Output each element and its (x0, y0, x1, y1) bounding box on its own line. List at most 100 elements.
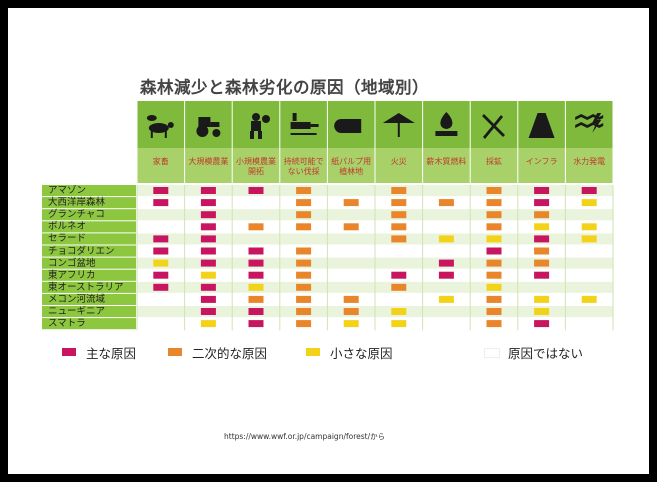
cause-marker-minor (581, 199, 597, 207)
legend-label: 主な原因 (86, 346, 137, 361)
legend-swatch-main (62, 348, 76, 356)
region-label: チョコダリエン (48, 245, 115, 257)
cause-marker-main (200, 295, 216, 303)
cause-marker-main (248, 187, 264, 194)
region-row-bg (42, 281, 136, 293)
region-row-bg (42, 293, 136, 305)
header-label-cell (327, 148, 375, 183)
cause-marker-secondary (296, 320, 312, 328)
region-row-bg (42, 209, 136, 221)
cause-marker-minor (200, 271, 216, 279)
hydropower-icon (575, 113, 604, 133)
legend-swatch-none (484, 348, 500, 358)
legend-label: 原因ではない (508, 346, 584, 361)
cause-marker-main (200, 308, 216, 315)
legend-swatch-secondary (168, 348, 182, 356)
cause-label: インフラ (525, 157, 558, 166)
region-label: 大西洋岸森林 (48, 197, 106, 209)
region-row-bg (42, 221, 136, 233)
cause-label: 家畜 (152, 157, 169, 166)
region-row-bg (42, 197, 136, 209)
cause-marker-secondary (296, 247, 312, 255)
cause-marker-minor (581, 235, 597, 243)
chart-title: 森林減少と森林劣化の原因（地域別） (140, 78, 429, 97)
region-row-bg (42, 269, 136, 281)
region-row-bg (42, 306, 136, 318)
mining-icon (482, 114, 505, 139)
cause-marker-main (248, 308, 264, 315)
cause-marker-secondary (343, 199, 359, 207)
region-label: 東オーストラリア (48, 281, 124, 293)
cause-marker-main (534, 199, 550, 207)
fire-tree-icon (382, 113, 415, 137)
header-label-cell (232, 148, 280, 183)
cause-marker-main (153, 283, 169, 291)
cause-marker-main (534, 320, 550, 328)
cause-marker-main (200, 187, 216, 194)
header-label-cell (375, 148, 423, 183)
cause-marker-secondary (486, 187, 502, 194)
cause-marker-secondary (248, 295, 264, 303)
cause-marker-secondary (391, 199, 407, 207)
cause-marker-secondary (391, 211, 407, 219)
cause-marker-main (153, 247, 169, 255)
cause-label: 採鉱 (485, 157, 502, 166)
cause-marker-main (200, 211, 216, 219)
source-url: https://www.wwf.or.jp/campaign/forest/から (224, 432, 386, 441)
cause-marker-secondary (343, 223, 359, 231)
cause-marker-main (153, 235, 169, 243)
cause-marker-main (200, 199, 216, 207)
cause-marker-main (200, 223, 216, 231)
region-row-bg (42, 318, 136, 330)
cause-marker-minor (343, 320, 359, 328)
cause-marker-main (248, 320, 264, 328)
cause-marker-minor (391, 320, 407, 328)
header-label-cell (423, 148, 470, 183)
region-label: コンゴ盆地 (48, 257, 96, 269)
cause-marker-secondary (296, 223, 312, 231)
cause-marker-main (438, 259, 454, 267)
cause-marker-secondary (296, 295, 312, 303)
road-icon (528, 113, 555, 138)
cause-marker-minor (438, 235, 454, 243)
cause-marker-main (200, 283, 216, 291)
cause-marker-main (248, 259, 264, 267)
cause-marker-secondary (343, 295, 359, 303)
region-label: アマゾン (48, 185, 87, 196)
cause-marker-main (534, 235, 550, 243)
cause-marker-secondary (391, 235, 407, 243)
region-label: ボルネオ (48, 221, 87, 233)
cause-marker-main (248, 247, 264, 255)
cause-marker-secondary (296, 211, 312, 219)
cause-label: 火災 (390, 157, 407, 166)
cause-marker-secondary (486, 320, 502, 328)
legend-label: 二次的な原因 (192, 346, 268, 361)
region-label: メコン河流域 (48, 293, 106, 305)
cause-marker-main (200, 235, 216, 243)
cause-marker-minor (486, 283, 502, 291)
cause-label: 紙パルプ用植林地 (331, 157, 372, 176)
header-label-cell (565, 148, 613, 183)
cause-marker-main (581, 187, 597, 194)
cause-marker-minor (581, 223, 597, 231)
region-label: セラード (48, 233, 87, 245)
cause-marker-minor (200, 320, 216, 328)
cause-marker-main (391, 271, 407, 279)
region-row-bg (42, 233, 136, 245)
header-label-cell (137, 148, 185, 183)
cause-marker-secondary (296, 308, 312, 315)
cause-marker-secondary (248, 223, 264, 231)
cause-marker-secondary (486, 308, 502, 315)
farmer-icon (250, 113, 270, 139)
region-label: ニューギニア (48, 306, 106, 317)
cause-marker-main (200, 247, 216, 255)
cause-marker-secondary (296, 187, 312, 194)
cause-marker-secondary (486, 259, 502, 267)
cause-marker-main (153, 199, 169, 207)
cause-marker-secondary (391, 187, 407, 194)
cause-marker-secondary (296, 199, 312, 207)
cause-label: 持続可能でない伐採 (283, 157, 324, 176)
cause-marker-secondary (534, 211, 550, 219)
cause-marker-main (534, 187, 550, 194)
